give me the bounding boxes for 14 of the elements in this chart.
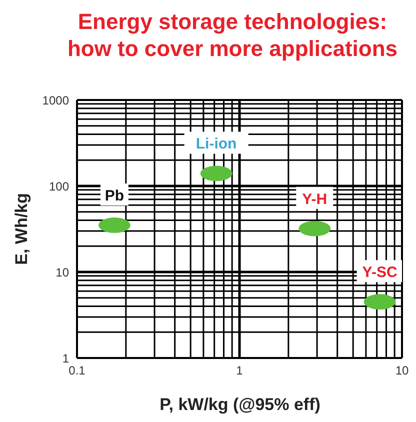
y-tick-label: 1000 xyxy=(42,93,70,108)
y-tick-label: 1 xyxy=(62,351,70,366)
y-tick-label: 100 xyxy=(48,179,70,194)
series-label: Pb xyxy=(104,188,124,205)
series-label: Y-H xyxy=(302,190,328,208)
series-label: Y-SC xyxy=(362,264,398,282)
y-axis-title: E, Wh/kg xyxy=(12,193,32,265)
x-tick-label: 10 xyxy=(395,364,409,378)
x-tick-label: 0.1 xyxy=(68,364,86,378)
x-axis-title: P, kW/kg (@95% eff) xyxy=(160,395,320,415)
series-label: Li-ion xyxy=(196,136,237,153)
y-tick-label: 10 xyxy=(56,265,70,280)
x-tick-label: 1 xyxy=(236,364,244,378)
chart-title: Energy storage technologies: how to cover more applications xyxy=(66,8,399,62)
